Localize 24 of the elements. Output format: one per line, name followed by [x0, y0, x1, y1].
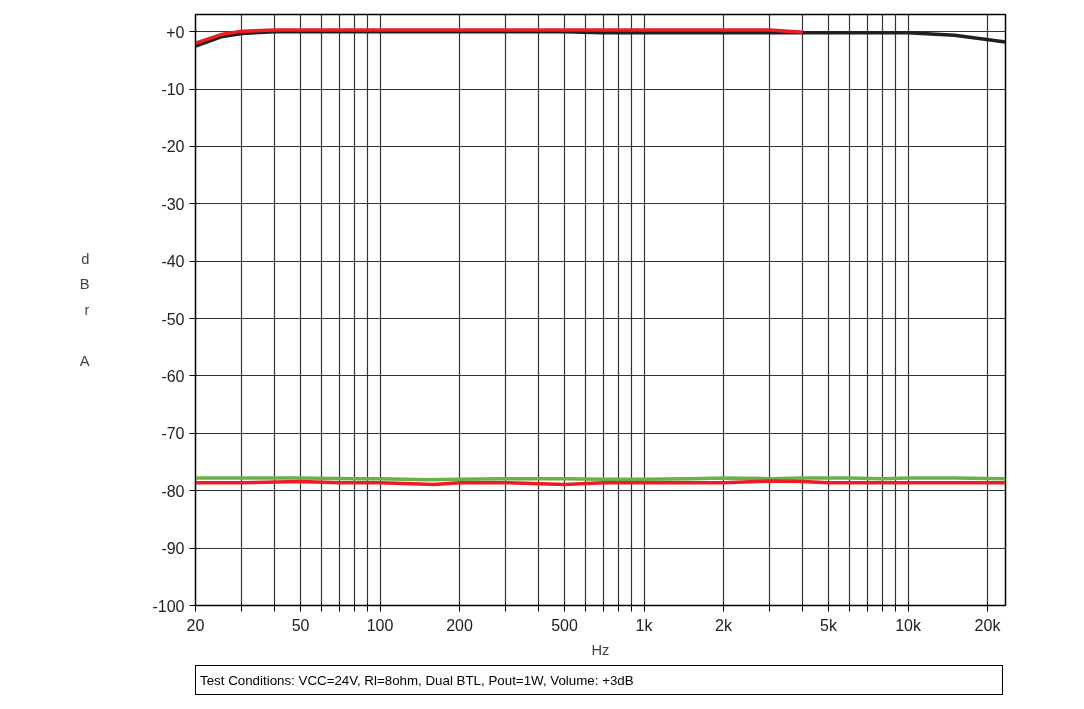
x-tick-label: 2k — [715, 616, 733, 634]
y-tick-label: -100 — [152, 597, 185, 615]
y-tick-label: -60 — [161, 367, 185, 385]
y-tick-label: -90 — [161, 540, 185, 558]
text: dBr A — [79, 250, 90, 370]
x-tick-label: 1k — [635, 616, 654, 634]
x-tick-label: 50 — [291, 616, 310, 634]
x-tick-label: 100 — [366, 616, 394, 634]
y-tick-label: -30 — [161, 195, 185, 213]
x-tick-label: 200 — [446, 616, 473, 634]
y-tick-label: -70 — [161, 425, 185, 443]
y-tick-label: -10 — [161, 81, 185, 99]
x-tick-label: 20k — [974, 616, 1002, 634]
x-tick-label: 10k — [895, 616, 922, 634]
text: Test Conditions: VCC=24V, Rl=8ohm, Dual BTL, Pout=1W, Volume: +3dB — [200, 672, 634, 690]
y-tick-label: -40 — [161, 253, 185, 271]
x-axis-title: Hz — [591, 641, 610, 658]
y-tick-label: +0 — [166, 23, 185, 41]
y-tick-label: -50 — [161, 310, 185, 328]
y-tick-label: -20 — [161, 138, 185, 156]
y-tick-label: -80 — [161, 482, 185, 500]
x-tick-label: 500 — [551, 616, 578, 634]
x-tick-label: 20 — [186, 616, 205, 634]
x-tick-label: 5k — [820, 616, 838, 634]
